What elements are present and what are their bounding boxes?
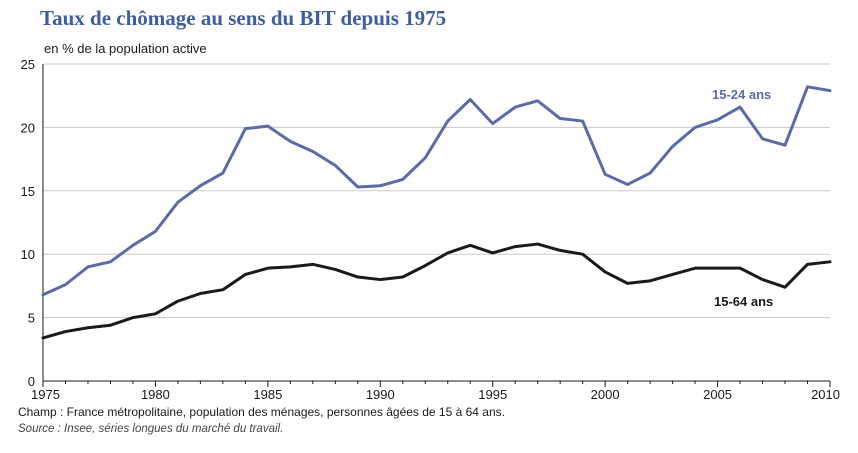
x-axis-ticks: 1975 1980 1985 1990 1995 2000 2005 2010 bbox=[31, 381, 840, 402]
chart-title: Taux de chômage au sens du BIT depuis 19… bbox=[40, 6, 447, 30]
y-tick-label-5: 5 bbox=[28, 311, 35, 326]
x-tick-label-1975: 1975 bbox=[31, 387, 60, 402]
y-tick-label-25: 25 bbox=[21, 57, 35, 72]
series-line-15-64 bbox=[41, 242, 832, 340]
series-line-15-24 bbox=[41, 85, 832, 297]
x-tick-label-1980: 1980 bbox=[141, 387, 170, 402]
series-labels: 15-24 ans 15-64 ans bbox=[712, 87, 773, 309]
grid-lines bbox=[43, 63, 830, 319]
y-tick-label-10: 10 bbox=[21, 247, 35, 262]
series-label-15-24: 15-24 ans bbox=[712, 87, 771, 102]
x-tick-label-1985: 1985 bbox=[253, 387, 282, 402]
y-tick-label-0: 0 bbox=[28, 374, 35, 389]
scope-note: Champ : France métropolitaine, populatio… bbox=[18, 405, 505, 419]
y-axis-ticks: 0 5 10 15 20 25 bbox=[21, 57, 35, 389]
source-note: Source : Insee, séries longues du marché… bbox=[18, 423, 284, 435]
axes bbox=[42, 64, 830, 382]
x-tick-label-2000: 2000 bbox=[591, 387, 620, 402]
x-tick-label-2005: 2005 bbox=[703, 387, 732, 402]
x-tick-label-1990: 1990 bbox=[366, 387, 395, 402]
series-lines bbox=[41, 85, 832, 340]
y-tick-label-20: 20 bbox=[21, 120, 35, 135]
y-tick-label-15: 15 bbox=[21, 184, 35, 199]
x-tick-label-1995: 1995 bbox=[478, 387, 507, 402]
series-label-15-64: 15-64 ans bbox=[714, 294, 773, 309]
x-tick-label-2010: 2010 bbox=[811, 387, 840, 402]
y-axis-unit-label: en % de la population active bbox=[44, 41, 207, 56]
